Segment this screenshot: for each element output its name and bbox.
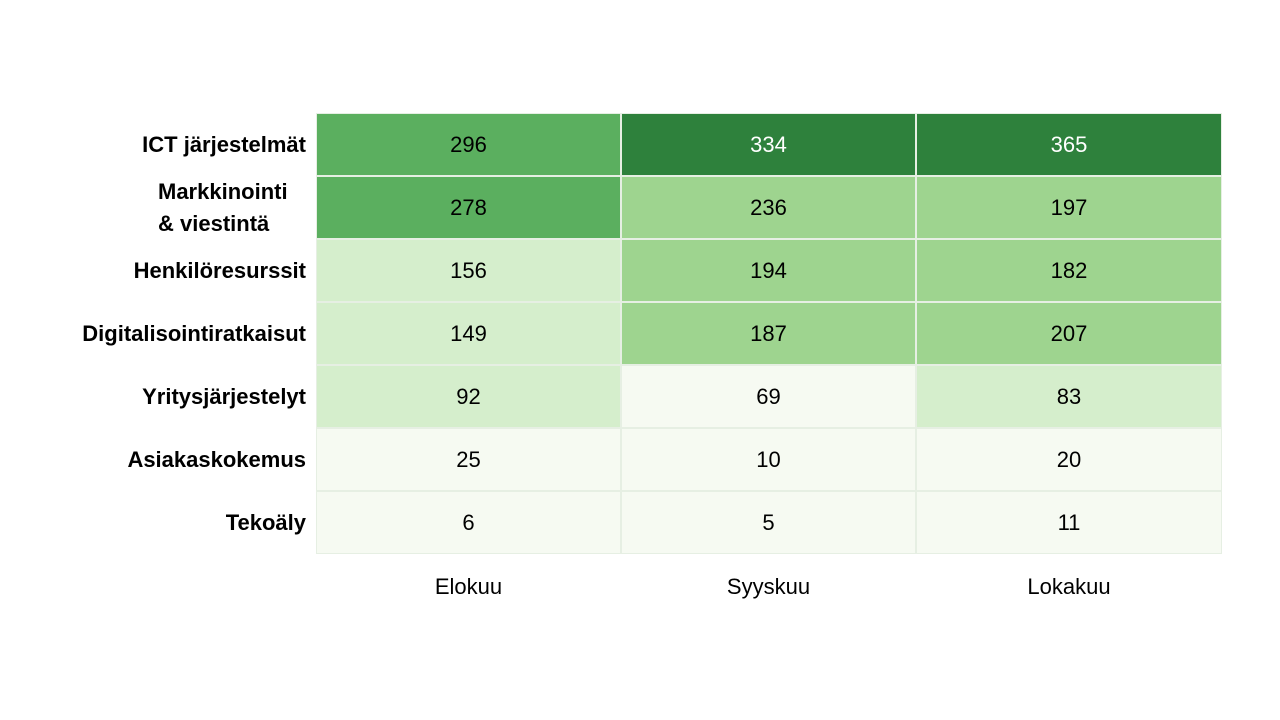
heatmap-cell: 182	[916, 239, 1222, 302]
cell-value: 197	[1050, 194, 1088, 220]
heatmap-cell: 278	[316, 176, 621, 239]
heatmap-cell: 6	[316, 491, 621, 554]
cell-value: 194	[750, 257, 787, 283]
row-label-line: ICT järjestelmät	[142, 131, 306, 157]
cell-value: 207	[1050, 320, 1088, 346]
cell-value: 83	[1056, 383, 1082, 409]
column-label: Lokakuu	[1027, 574, 1111, 599]
heatmap-cell: 92	[316, 365, 621, 428]
column-label: Elokuu	[434, 574, 503, 599]
heatmap-cell: 69	[621, 365, 916, 428]
heatmap-cell: 83	[916, 365, 1222, 428]
row-label: Tekoäly	[40, 491, 306, 554]
cell-value: 156	[450, 257, 487, 283]
row-label: Digitalisointiratkaisut	[40, 302, 306, 365]
row-label: ICT järjestelmät	[40, 113, 306, 176]
row-label: Yritysjärjestelyt	[40, 365, 306, 428]
cell-value: 20	[1056, 446, 1082, 472]
heatmap-cell: 149	[316, 302, 621, 365]
cell-value: 182	[1050, 257, 1088, 283]
cell-value: 6	[462, 509, 475, 535]
heatmap-cell: 207	[916, 302, 1222, 365]
cell-value: 187	[750, 320, 787, 346]
cell-value: 334	[750, 131, 787, 157]
heatmap-cell: 10	[621, 428, 916, 491]
row-label-line: Henkilöresurssit	[133, 257, 306, 283]
heatmap-cell: 25	[316, 428, 621, 491]
heatmap-cell: 20	[916, 428, 1222, 491]
row-label-line: & viestintä	[158, 210, 270, 236]
cell-value: 236	[750, 194, 787, 220]
row-label-line: Digitalisointiratkaisut	[82, 320, 306, 346]
row-label-line: Asiakaskokemus	[127, 446, 306, 472]
cell-value: 25	[456, 446, 481, 472]
cell-value: 149	[450, 320, 487, 346]
heatmap-cell: 197	[916, 176, 1222, 239]
column-label: Syyskuu	[726, 574, 811, 599]
row-label-line: Tekoäly	[225, 509, 306, 535]
heatmap-cell: 11	[916, 491, 1222, 554]
cell-value: 365	[1050, 131, 1088, 157]
row-label: Markkinointi & viestintä	[40, 176, 306, 239]
heatmap-cell: 5	[621, 491, 916, 554]
cell-value: 69	[756, 383, 781, 409]
heatmap-cell: 194	[621, 239, 916, 302]
cell-value: 296	[450, 131, 487, 157]
cell-value: 278	[450, 194, 487, 220]
heatmap-cell: 156	[316, 239, 621, 302]
heatmap-cell: 296	[316, 113, 621, 176]
cell-value: 5	[762, 509, 775, 535]
heatmap-cell: 334	[621, 113, 916, 176]
heatmap-cell: 365	[916, 113, 1222, 176]
cell-value: 92	[456, 383, 481, 409]
heatmap-cell: 187	[621, 302, 916, 365]
row-label-line: Markkinointi	[158, 178, 288, 204]
cell-value: 10	[756, 446, 781, 472]
heatmap-cell: 236	[621, 176, 916, 239]
row-label: Asiakaskokemus	[40, 428, 306, 491]
row-label: Henkilöresurssit	[40, 239, 306, 302]
cell-value: 11	[1057, 509, 1081, 535]
row-label-line: Yritysjärjestelyt	[142, 383, 306, 409]
